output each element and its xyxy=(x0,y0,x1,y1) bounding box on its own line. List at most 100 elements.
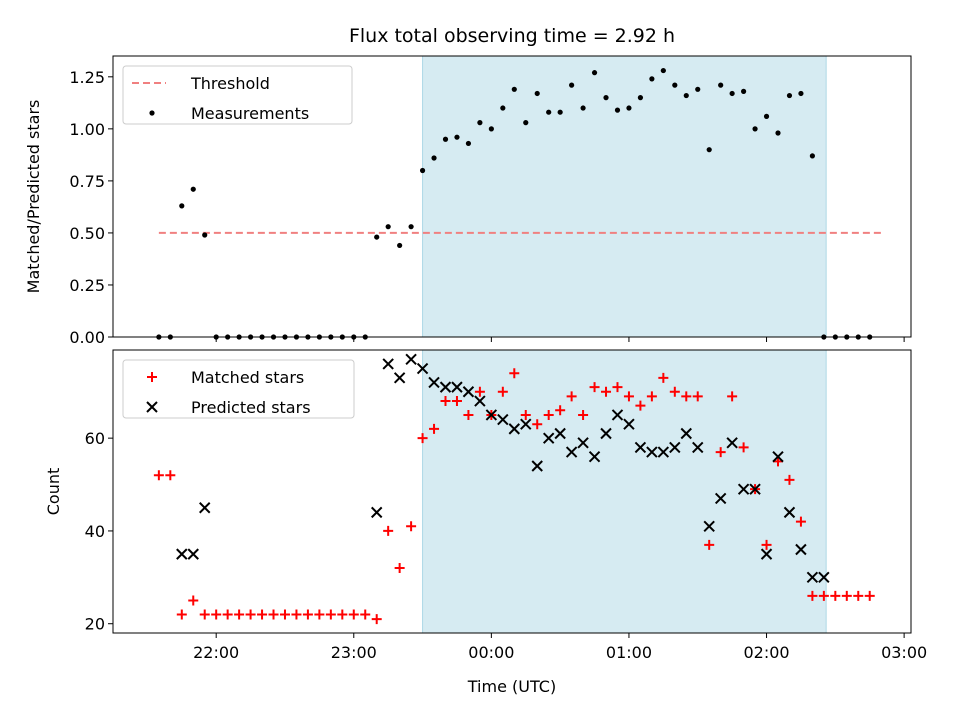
matched-point xyxy=(658,372,669,383)
predicted-point xyxy=(405,353,417,365)
matched-point xyxy=(429,423,440,434)
measurement-point xyxy=(752,126,758,132)
measurement-point xyxy=(202,232,208,238)
matched-point xyxy=(853,590,864,601)
predicted-point xyxy=(806,571,819,584)
matched-point xyxy=(715,447,726,458)
predicted-point xyxy=(565,446,578,458)
legend-label: Measurements xyxy=(191,104,309,123)
matched-point xyxy=(727,391,738,402)
measurement-point xyxy=(465,140,472,147)
measurement-point xyxy=(786,92,793,99)
matched-point xyxy=(635,400,646,411)
matched-point xyxy=(555,405,566,416)
matched-point xyxy=(532,419,543,430)
y-axis-label: Matched/Predicted stars xyxy=(24,100,43,294)
matched-point xyxy=(199,609,210,620)
chart-title: Flux total observing time = 2.92 h xyxy=(349,25,675,47)
predicted-point xyxy=(692,441,704,454)
matched-point xyxy=(738,442,749,453)
measurement-point xyxy=(672,82,678,88)
measurement-point xyxy=(809,153,815,159)
x-axis-label: Time (UTC) xyxy=(467,677,556,696)
predicted-point xyxy=(749,483,761,495)
measurement-point xyxy=(591,70,598,76)
matched-point xyxy=(784,474,795,485)
measurement-point xyxy=(374,234,380,240)
x-tick-label: 00:00 xyxy=(468,643,514,662)
matched-point xyxy=(681,391,692,402)
matched-point xyxy=(761,539,772,550)
matched-point xyxy=(176,609,187,620)
measurement-point xyxy=(729,90,735,97)
predicted-point xyxy=(737,483,750,495)
predicted-point xyxy=(680,427,692,440)
matched-point xyxy=(406,521,417,532)
predicted-point xyxy=(760,548,773,560)
y-tick-label: 40 xyxy=(85,522,105,541)
matched-point xyxy=(440,396,451,407)
measurement-point xyxy=(603,95,609,101)
matched-point xyxy=(325,609,336,620)
predicted-point xyxy=(577,437,589,449)
predicted-point xyxy=(428,376,440,389)
measurement-point xyxy=(614,107,621,113)
predicted-point xyxy=(818,571,830,584)
predicted-point xyxy=(451,381,463,393)
matched-point xyxy=(864,590,875,601)
matched-point xyxy=(578,409,589,420)
predicted-point xyxy=(520,418,532,430)
predicted-point xyxy=(703,520,715,533)
measurement-point xyxy=(454,134,460,140)
matched-point xyxy=(360,609,371,620)
predicted-point xyxy=(497,413,509,426)
measurement-point xyxy=(557,109,563,115)
x-tick-label: 23:00 xyxy=(331,643,377,662)
legend-label: Matched stars xyxy=(191,368,304,387)
matched-point xyxy=(601,386,612,397)
predicted-point xyxy=(795,543,807,556)
matched-point xyxy=(795,516,806,527)
bottom-panel: 20 40 60 22:00 23:00 00:00 01:00 02:00 03:00 Coun… xyxy=(44,349,927,696)
measurement-point xyxy=(580,105,586,111)
legend-label: Threshold xyxy=(190,74,270,93)
measurement-point xyxy=(511,86,517,92)
matched-point xyxy=(818,590,829,601)
y-tick-label: 0.50 xyxy=(69,224,105,243)
matched-point xyxy=(612,382,623,393)
matched-point xyxy=(692,391,703,402)
matched-point xyxy=(314,609,325,620)
predicted-point xyxy=(531,460,543,472)
predicted-point xyxy=(772,450,784,463)
y-tick-label: 20 xyxy=(85,615,105,634)
measurement-point xyxy=(408,224,414,230)
matched-point xyxy=(623,391,634,402)
predicted-point xyxy=(416,362,429,375)
measurement-point xyxy=(660,67,666,74)
legend-label: Predicted stars xyxy=(191,398,311,417)
y-tick-label: 0.75 xyxy=(69,172,105,191)
y-tick-label: 0.25 xyxy=(69,276,105,295)
matched-point xyxy=(348,609,359,620)
matched-point xyxy=(257,609,268,620)
predicted-point xyxy=(611,409,624,421)
predicted-point xyxy=(462,386,475,398)
measurement-point xyxy=(763,113,770,119)
predicted-point xyxy=(657,446,670,458)
predicted-point xyxy=(646,446,658,458)
predicted-point xyxy=(783,506,796,519)
matched-point xyxy=(279,609,290,620)
predicted-point xyxy=(542,432,555,444)
matched-point xyxy=(646,391,657,402)
matched-point xyxy=(669,386,680,397)
matched-point xyxy=(245,609,256,620)
matched-point xyxy=(211,609,222,620)
predicted-point xyxy=(439,381,452,393)
top-panel: 0.00 0.25 0.50 0.75 1.00 1.25 Matched/Predicte… xyxy=(24,25,912,347)
matched-point xyxy=(497,386,508,397)
matched-point xyxy=(268,609,279,620)
predicted-point xyxy=(187,548,199,560)
measurement-point xyxy=(798,90,804,97)
measurement-point xyxy=(706,147,712,153)
measurement-point xyxy=(775,130,781,136)
